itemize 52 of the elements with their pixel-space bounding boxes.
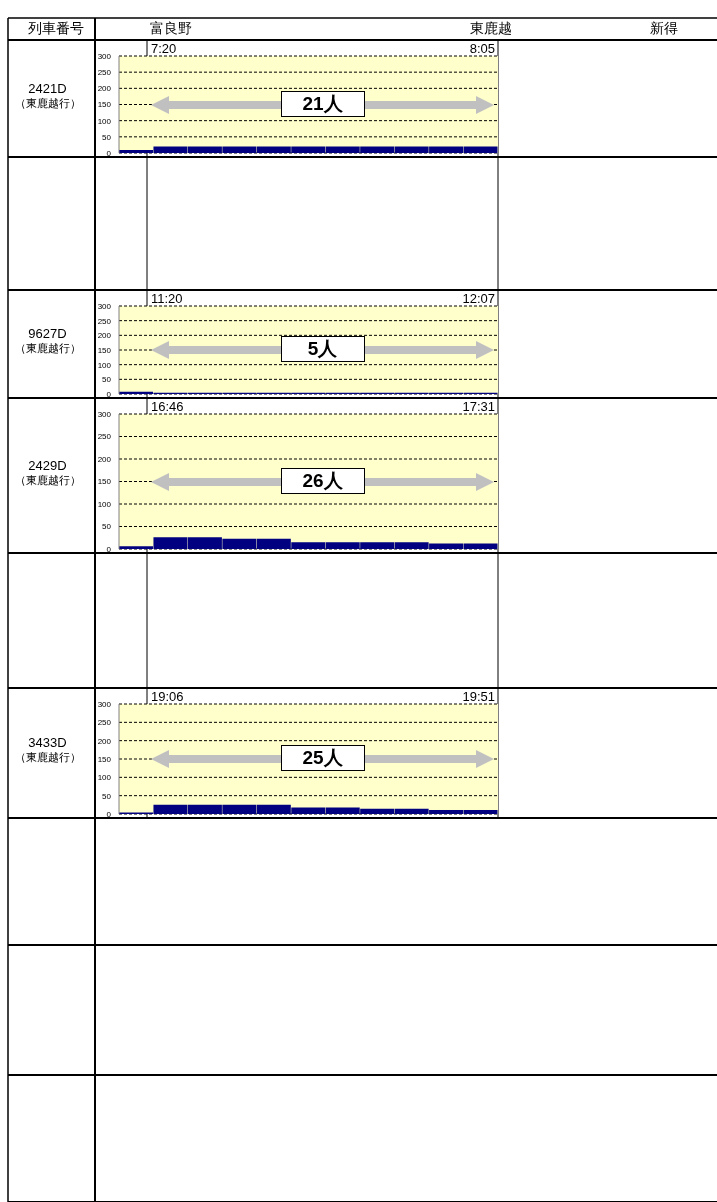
annotation: 5人 <box>280 336 365 362</box>
y-tick-label: 0 <box>106 389 112 399</box>
y-tick-label: 100 <box>97 773 112 783</box>
y-tick-label: 150 <box>97 100 112 110</box>
y-tick-label: 50 <box>102 791 112 801</box>
y-tick-label: 50 <box>102 522 112 532</box>
annotation: 16:46 <box>151 399 184 414</box>
y-tick-label: 150 <box>97 345 112 355</box>
text: （東鹿越行） <box>13 750 82 765</box>
y-tick-label: 200 <box>97 84 112 94</box>
text: 2421D <box>27 80 68 96</box>
text: 11:20 <box>151 291 183 306</box>
y-tick-label: 250 <box>97 316 112 326</box>
y-tick-label: 200 <box>97 454 112 464</box>
y-tick-label: 50 <box>102 132 112 142</box>
y-tick-label: 0 <box>106 809 112 819</box>
y-tick-label: 150 <box>97 477 112 487</box>
annotation: 26人 <box>280 467 365 494</box>
y-tick-label: 250 <box>97 68 112 78</box>
text: 9627D <box>27 326 68 341</box>
text: （東鹿越行） <box>13 341 82 356</box>
y-tick-label: 250 <box>97 718 112 728</box>
y-tick-label: 200 <box>97 736 112 746</box>
text: 12:07 <box>462 291 495 306</box>
y-tick-label: 50 <box>102 375 112 385</box>
text: 8:05 <box>469 41 495 56</box>
annotation: 25人 <box>280 745 365 771</box>
y-tick-label: 300 <box>97 409 112 419</box>
y-tick-label: 150 <box>97 754 112 764</box>
y-tick-label: 250 <box>97 432 112 442</box>
y-tick-label: 300 <box>97 51 112 61</box>
text: 7:20 <box>151 41 177 56</box>
annotation: 17:31 <box>462 399 495 414</box>
text: 3433D <box>27 735 68 750</box>
y-tick-label: 100 <box>97 360 112 370</box>
y-tick-label: 100 <box>97 499 112 509</box>
y-tick-label: 0 <box>106 544 112 554</box>
text: 列車番号 <box>26 20 85 38</box>
text: 2429D <box>27 457 68 473</box>
text: （東鹿越行） <box>13 472 82 488</box>
annotation: 19:06 <box>151 689 184 704</box>
annotation: 19:51 <box>462 689 495 704</box>
y-tick-label: 300 <box>97 301 112 311</box>
y-tick-label: 300 <box>97 699 112 709</box>
text: 富良野 <box>150 20 193 38</box>
y-tick-label: 0 <box>106 148 112 158</box>
text: （東鹿越行） <box>13 95 82 111</box>
text: 新得 <box>650 20 679 38</box>
y-tick-label: 200 <box>97 331 112 341</box>
annotation: 21人 <box>280 90 365 117</box>
y-tick-label: 100 <box>97 116 112 126</box>
text: 東鹿越 <box>470 20 513 38</box>
